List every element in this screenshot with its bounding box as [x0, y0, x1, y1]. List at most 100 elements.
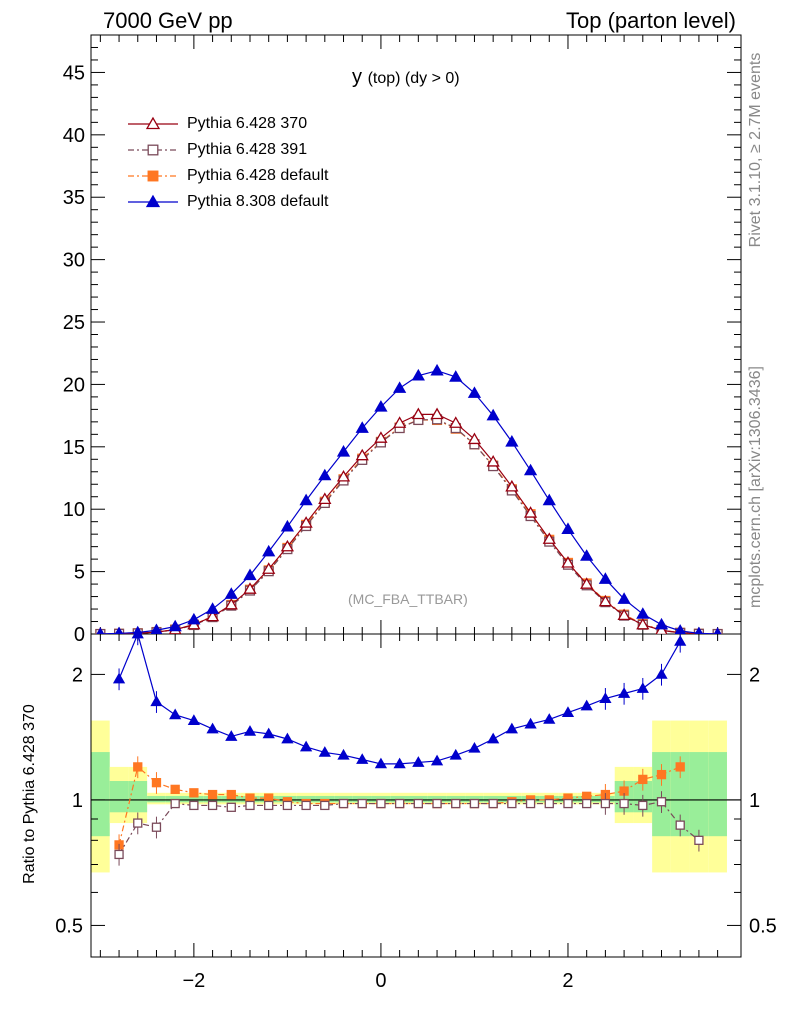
- series-marker: [580, 549, 594, 561]
- series-marker: [262, 727, 275, 739]
- series-marker: [544, 798, 554, 809]
- series-marker: [187, 612, 201, 625]
- series-marker: [636, 607, 650, 619]
- series-marker: [245, 800, 255, 811]
- series-marker: [318, 468, 332, 481]
- series-line-top: [100, 370, 718, 634]
- series-marker: [169, 708, 182, 720]
- series-marker: [654, 617, 669, 630]
- series-marker: [636, 617, 650, 630]
- series-line-top: [100, 413, 718, 634]
- series-marker: [469, 798, 480, 809]
- series-marker: [206, 722, 219, 734]
- series-marker: [225, 730, 238, 741]
- series-marker: [280, 539, 295, 552]
- series-marker: [487, 732, 500, 744]
- series-marker: [374, 757, 388, 769]
- ratio-tick-label-left: 2: [72, 664, 83, 686]
- series-marker: [582, 798, 592, 809]
- series-marker: [337, 748, 350, 760]
- series-marker: [430, 407, 444, 420]
- series-marker: [561, 522, 575, 534]
- series-marker: [656, 769, 667, 780]
- series-marker: [338, 798, 349, 809]
- y-tick-label: 35: [63, 187, 85, 209]
- series-marker: [96, 627, 105, 634]
- ratio-tick-label-right: 0.5: [749, 915, 777, 937]
- series-marker: [187, 714, 200, 725]
- y-tick-label: 40: [63, 125, 85, 147]
- band-green: [91, 752, 110, 837]
- band-green: [147, 795, 166, 803]
- series-marker: [523, 463, 538, 476]
- y-tick-label: 5: [74, 562, 85, 584]
- series-marker: [280, 519, 295, 532]
- series-marker: [170, 798, 180, 809]
- series-marker: [224, 597, 238, 610]
- series-marker: [600, 798, 611, 809]
- series-marker: [449, 416, 463, 428]
- series-marker: [374, 431, 388, 443]
- series-marker: [507, 798, 517, 809]
- analysis-watermark: (MC_FBA_TTBAR): [348, 591, 468, 607]
- series-marker: [168, 619, 182, 632]
- series-marker: [542, 493, 556, 506]
- y-tick-label: 25: [63, 312, 85, 334]
- series-marker: [411, 407, 425, 420]
- band-green: [184, 795, 204, 803]
- series-marker: [655, 668, 668, 679]
- series-line-ratio: [118, 634, 681, 765]
- series-marker: [205, 602, 220, 614]
- series-marker: [543, 713, 556, 724]
- band-green: [708, 752, 727, 837]
- x-tick-label: 2: [562, 970, 573, 992]
- series-marker: [617, 687, 631, 698]
- series-marker: [151, 822, 162, 832]
- plot-title-main: y: [352, 66, 362, 88]
- legend-swatch-3: [128, 170, 178, 182]
- series-marker: [412, 756, 425, 767]
- y-tick-label: 45: [63, 62, 85, 84]
- series-top-4: [96, 363, 722, 634]
- legend-label-1: Pythia 6.428 370: [187, 115, 308, 132]
- series-marker: [320, 800, 330, 811]
- series-marker: [226, 789, 236, 800]
- series-marker: [243, 725, 257, 736]
- series-marker: [393, 757, 406, 769]
- legend-swatch-4: [128, 194, 178, 208]
- series-marker: [318, 492, 332, 505]
- series-marker: [488, 798, 498, 809]
- series-marker: [413, 798, 423, 809]
- series-marker: [355, 448, 369, 461]
- y-tick-label: 0: [74, 624, 85, 646]
- series-marker: [226, 802, 236, 812]
- series-marker: [580, 699, 593, 711]
- series-marker: [133, 625, 143, 634]
- series-marker: [675, 762, 685, 772]
- series-marker: [617, 608, 631, 621]
- series-marker: [224, 587, 238, 599]
- legend-swatch-1: [128, 116, 178, 130]
- series-marker: [336, 444, 351, 457]
- series-marker: [282, 800, 293, 811]
- series-marker: [281, 732, 294, 744]
- series-top-2: [95, 414, 723, 634]
- series-marker: [393, 381, 407, 393]
- top-frame: [90, 34, 742, 635]
- series-marker: [133, 762, 143, 772]
- series-marker: [525, 798, 536, 809]
- series-marker: [145, 194, 161, 208]
- series-marker: [114, 849, 124, 860]
- series-marker: [299, 516, 313, 528]
- series-marker: [467, 432, 482, 445]
- series-marker: [468, 741, 481, 753]
- legend-label-3: Pythia 6.428 default: [187, 167, 329, 184]
- series-marker: [393, 416, 407, 428]
- series-marker: [542, 532, 556, 544]
- legend-label-4: Pythia 8.308 default: [187, 193, 329, 210]
- series-line-top: [100, 418, 718, 634]
- series-marker: [189, 800, 199, 811]
- series-marker: [411, 368, 425, 381]
- band-green: [109, 781, 129, 813]
